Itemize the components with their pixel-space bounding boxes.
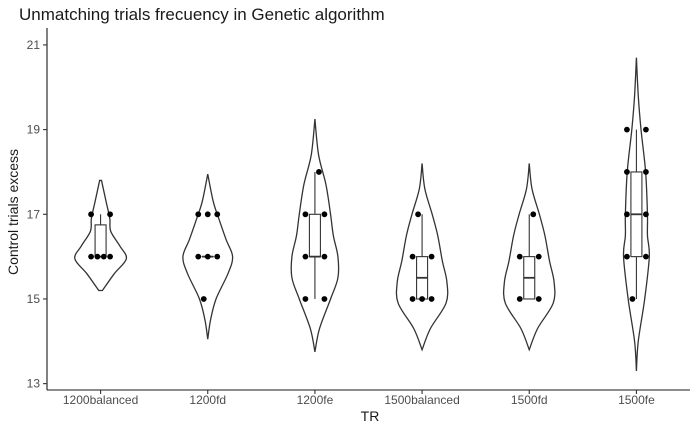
x-tick-label: 1200balanced [63, 393, 138, 407]
data-point [409, 296, 416, 302]
chart-title: Unmatching trials frecuency in Genetic a… [19, 5, 385, 24]
data-point [107, 211, 113, 218]
data-point [316, 169, 322, 175]
data-point [321, 253, 328, 260]
data-point [88, 253, 94, 260]
data-point [195, 211, 202, 218]
data-point [419, 296, 425, 302]
violin-group-1200fe [290, 118, 340, 353]
y-tick-label: 13 [27, 377, 41, 391]
violin-shape [502, 163, 556, 352]
y-tick-label: 15 [27, 292, 41, 306]
violin-shape [182, 173, 234, 340]
data-point [428, 296, 435, 302]
x-axis-title: TR [361, 408, 380, 424]
data-point [94, 253, 101, 260]
data-point [214, 211, 221, 218]
data-point [629, 296, 636, 302]
data-point [516, 253, 523, 260]
data-point [624, 253, 630, 260]
violin-layer [74, 57, 651, 371]
data-point [428, 253, 435, 260]
data-point [624, 169, 630, 175]
violin-group-1500fe [622, 57, 651, 371]
data-point [302, 296, 309, 302]
x-tick-label: 1500fd [511, 393, 548, 407]
x-tick-label: 1500balanced [384, 393, 459, 407]
data-point [100, 253, 107, 260]
violin-shape [290, 118, 340, 353]
x-tick-label: 1500fe [618, 393, 655, 407]
data-point [200, 296, 207, 302]
y-tick-label: 21 [27, 38, 41, 52]
violin-shape [622, 57, 651, 371]
box [94, 224, 107, 258]
violin-shape [74, 179, 128, 292]
data-point [624, 211, 630, 218]
axes: 13 15 17 19 21 1200balanced 1200fd 1200fe 1500ba… [27, 28, 690, 407]
data-point [535, 296, 542, 302]
data-point [107, 253, 113, 260]
data-point [624, 126, 630, 133]
x-tick-label: 1200fe [297, 393, 334, 407]
data-point [302, 253, 309, 260]
data-point [530, 211, 537, 218]
x-tick-label: 1200fd [189, 393, 226, 407]
y-tick-label: 17 [27, 207, 41, 221]
violin-group-1500balanced [395, 163, 449, 352]
data-point [195, 253, 202, 260]
data-point [321, 296, 328, 302]
data-point [88, 211, 94, 218]
violin-group-1200balanced [74, 179, 128, 292]
data-point [415, 211, 421, 218]
data-point [409, 253, 416, 260]
violin-shape [395, 163, 449, 352]
data-point [643, 126, 649, 133]
data-point [204, 253, 211, 260]
data-point [643, 253, 649, 260]
box [308, 213, 321, 258]
data-point [643, 169, 649, 175]
y-axis-title: Control trials excess [5, 149, 21, 275]
y-tick-label: 19 [27, 123, 41, 137]
data-point [643, 211, 649, 218]
data-point [321, 211, 328, 218]
data-point [516, 296, 523, 302]
data-point [214, 253, 221, 260]
violin-group-1500fd [502, 163, 556, 352]
violin-group-1200fd [182, 173, 234, 340]
data-point [302, 211, 309, 218]
data-point [204, 211, 211, 218]
data-point [535, 253, 542, 260]
